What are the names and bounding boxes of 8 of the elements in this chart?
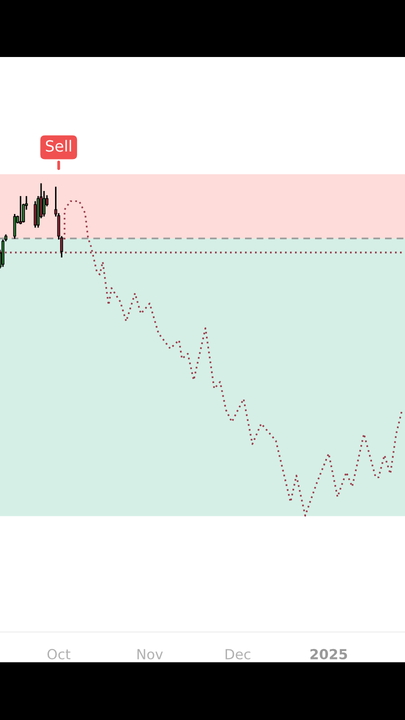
candlestick bbox=[19, 195, 22, 225]
annotation: Sell bbox=[46, 140, 72, 152]
x-tick-label: Oct bbox=[47, 648, 70, 660]
x-tick-label: 2025 bbox=[310, 648, 348, 660]
candlestick bbox=[1, 238, 4, 268]
x-tick-label: Nov bbox=[137, 649, 163, 660]
candlestick bbox=[13, 213, 16, 240]
x-tick-label: Dec bbox=[226, 649, 250, 660]
